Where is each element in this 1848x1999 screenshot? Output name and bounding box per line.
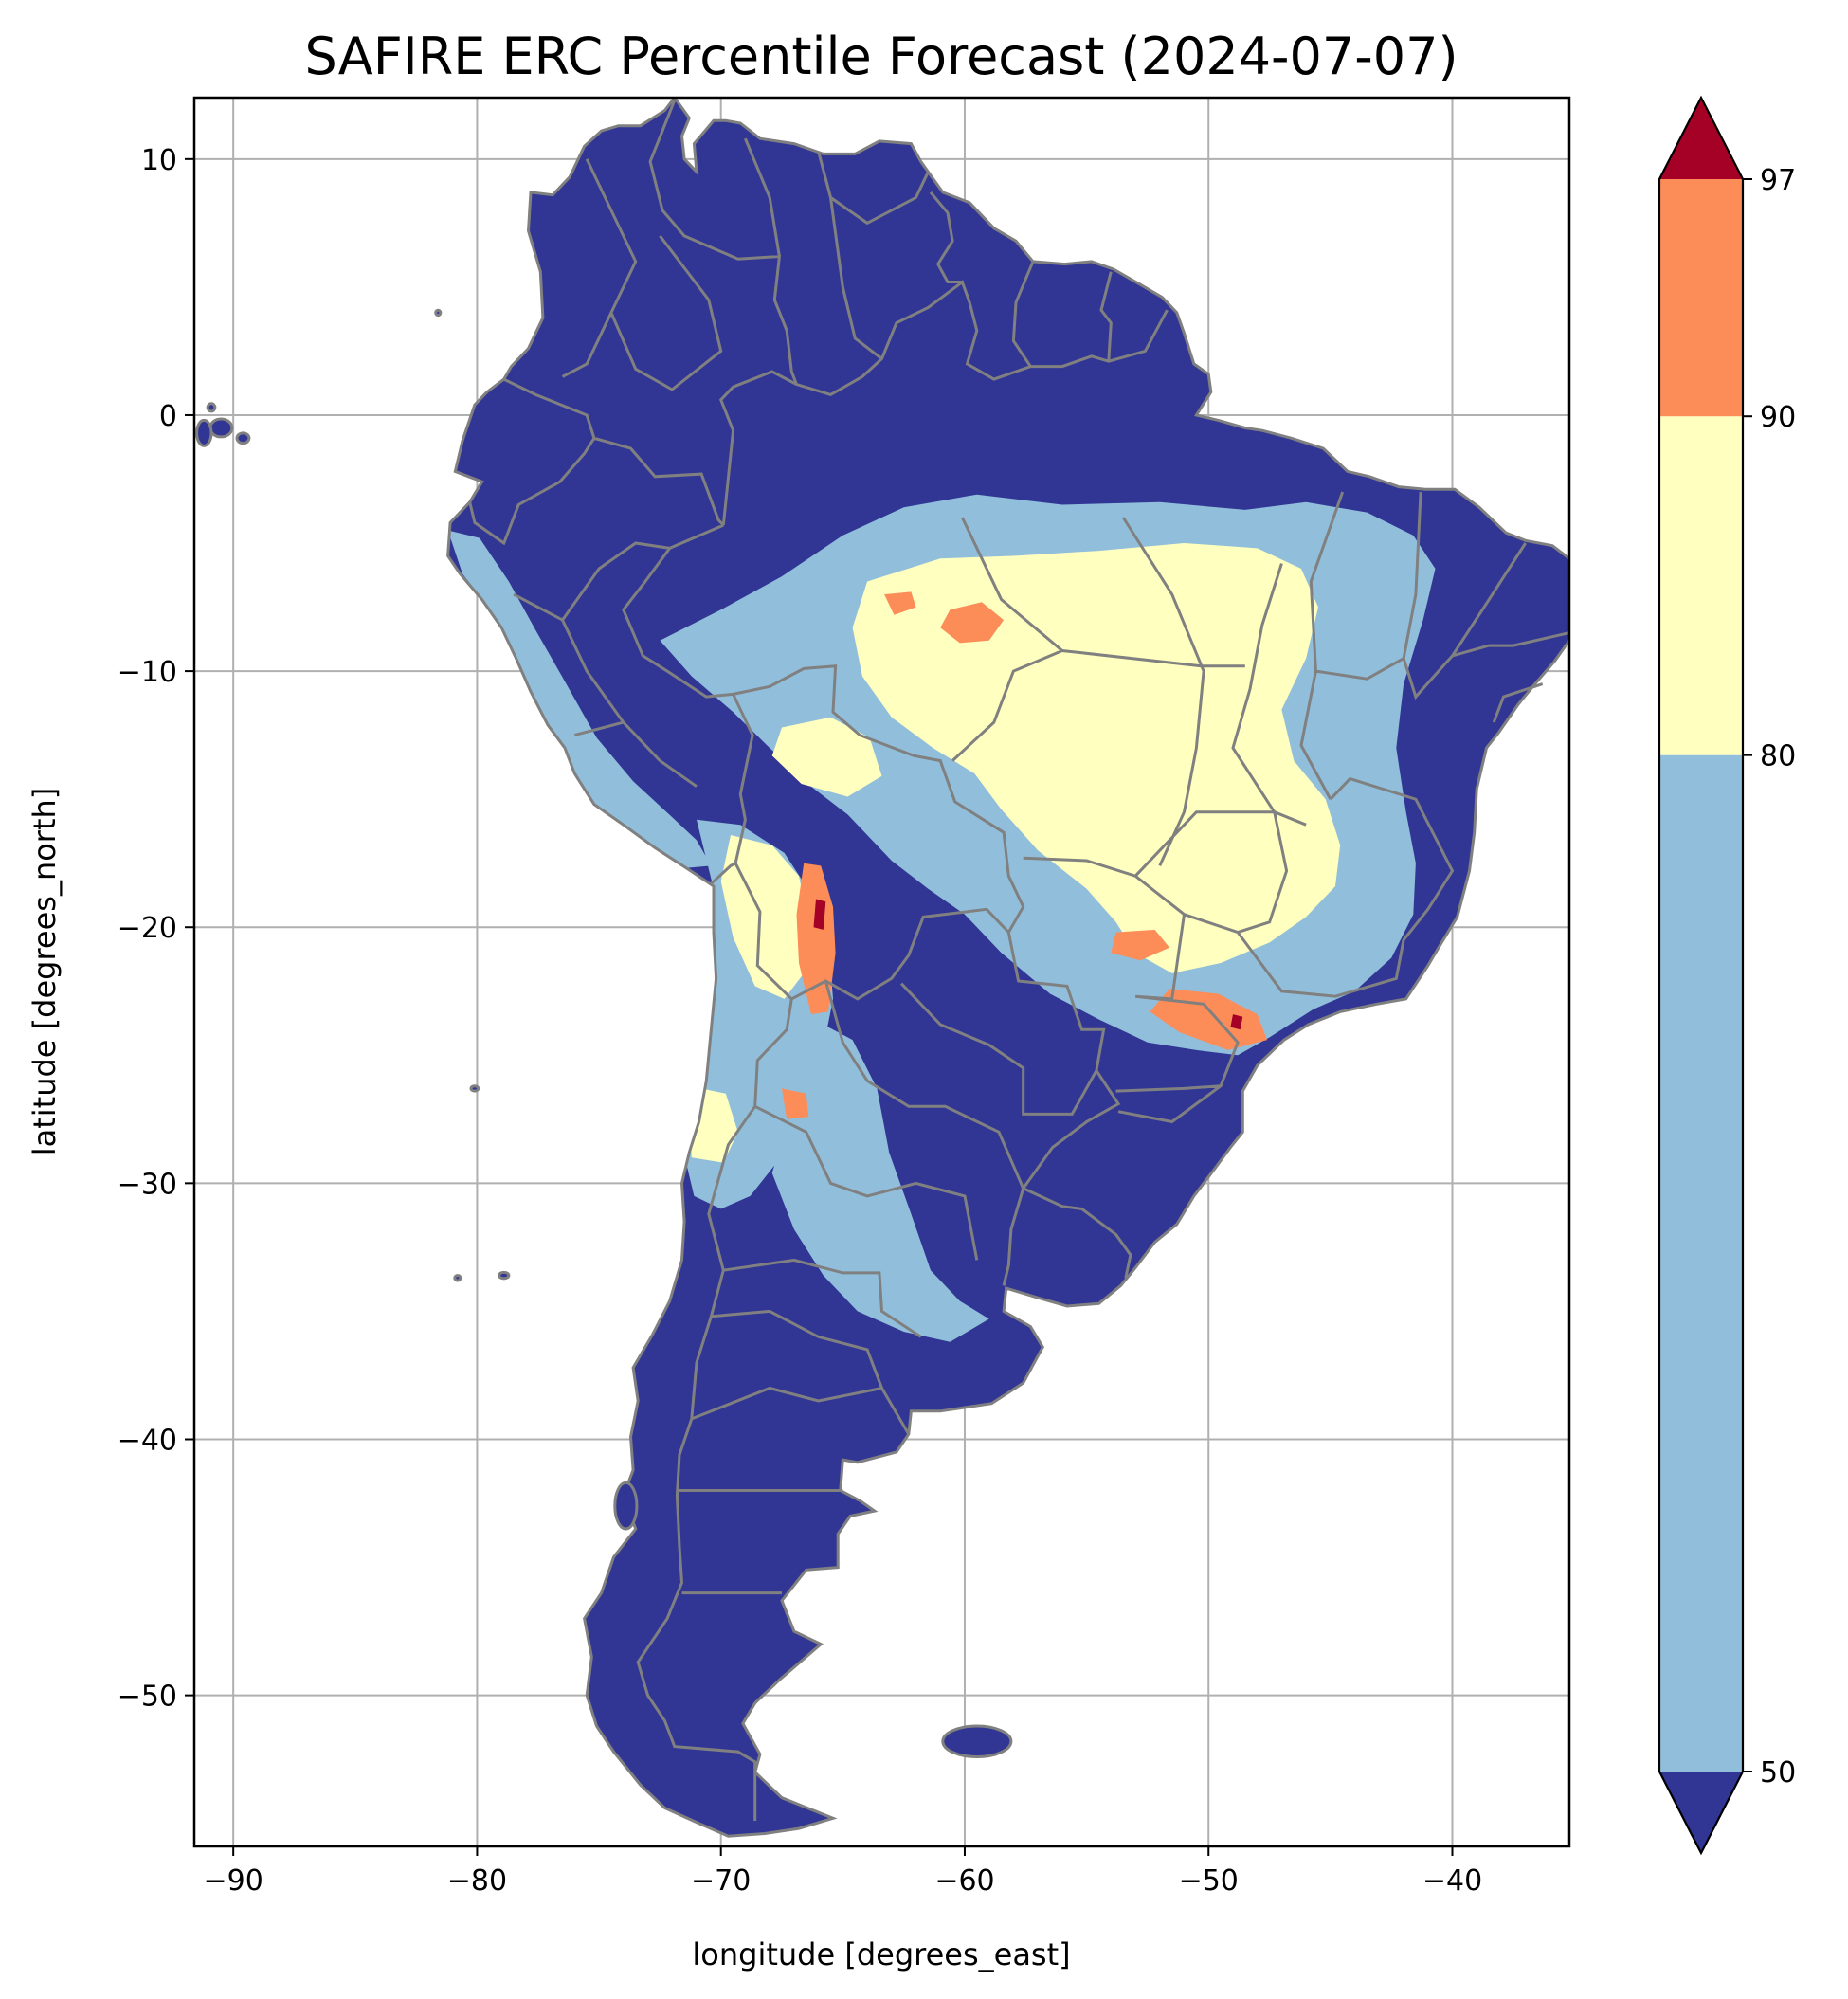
- offshore-islands: [195, 308, 1013, 1758]
- island: [235, 431, 251, 445]
- y-tick-label: −10: [118, 656, 177, 689]
- x-tick-label: −70: [691, 1864, 751, 1898]
- island: [208, 417, 234, 439]
- x-tick-label: −60: [934, 1864, 994, 1898]
- island: [434, 308, 443, 318]
- colorbar-band: [1659, 416, 1743, 755]
- colorbar-over-extension: [1659, 98, 1743, 179]
- x-tick-label: −40: [1422, 1864, 1482, 1898]
- x-axis-label: longitude [degrees_east]: [692, 1936, 1070, 1972]
- country-borders: [468, 100, 1569, 1821]
- island: [195, 418, 213, 447]
- x-tick-label: −80: [447, 1864, 507, 1898]
- y-tick-label: −20: [118, 912, 177, 945]
- y-tick-label: 0: [159, 400, 177, 433]
- colorbar-band: [1659, 179, 1743, 417]
- colorbar-tick-label: 97: [1760, 164, 1796, 197]
- land-outline: [446, 98, 1569, 1838]
- y-tick-label: −40: [118, 1424, 177, 1457]
- island: [613, 1481, 639, 1531]
- x-axis: −90 −80 −70 −60 −50 −40: [204, 1846, 1482, 1898]
- figure-title: SAFIRE ERC Percentile Forecast (2024-07-…: [304, 27, 1458, 86]
- y-tick-label: −30: [118, 1168, 177, 1201]
- colorbar-band: [1659, 754, 1743, 1772]
- colorbar: 50 80 90 97: [1658, 95, 1796, 1856]
- island: [941, 1724, 1013, 1758]
- map-frame: [192, 96, 1571, 1848]
- colorbar-tick-label: 80: [1760, 740, 1796, 773]
- percentile-80-90-region: [689, 543, 1341, 1163]
- island: [498, 1270, 511, 1281]
- y-tick-label: 10: [141, 144, 177, 177]
- y-tick-label: −50: [118, 1681, 177, 1714]
- colorbar-tick-label: 90: [1760, 401, 1796, 434]
- map-panel: [192, 96, 1571, 1848]
- x-tick-label: −50: [1179, 1864, 1239, 1898]
- island: [206, 402, 217, 413]
- y-axis-label: latitude [degrees_north]: [27, 788, 63, 1156]
- island: [469, 1084, 480, 1093]
- island: [453, 1274, 462, 1282]
- colorbar-tick-label: 50: [1760, 1756, 1796, 1790]
- colorbar-under-extension: [1659, 1772, 1743, 1853]
- y-axis: 10 0 −10 −20 −30 −40 −50: [118, 144, 194, 1714]
- x-tick-label: −90: [204, 1864, 263, 1898]
